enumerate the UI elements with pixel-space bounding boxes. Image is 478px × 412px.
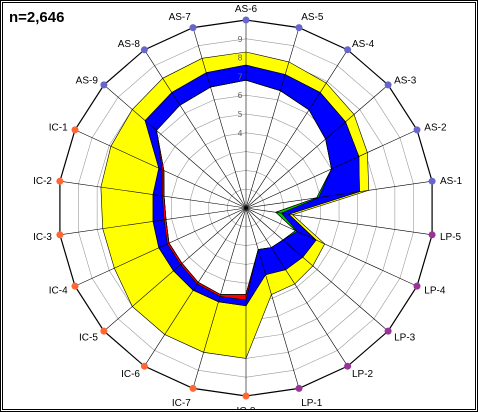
radar-spoke bbox=[192, 207, 247, 389]
axis-label-as-7: AS-7 bbox=[169, 12, 192, 23]
radar-bands bbox=[100, 51, 370, 359]
radar-spoke bbox=[245, 180, 433, 209]
radial-tick-label: 5 bbox=[237, 110, 242, 119]
radar-spoke bbox=[245, 84, 389, 209]
axis-label-ic-3: IC-3 bbox=[33, 232, 52, 243]
radar-chart: 4 5 6 7 8 9 AS-6 AS-5 AS-4 AS-3 AS-2 AS-1 LP-5 LP-4 L… bbox=[33, 4, 463, 409]
axis-marker-lp-1 bbox=[295, 384, 303, 392]
axis-labels: AS-6 AS-5 AS-4 AS-3 AS-2 AS-1 LP-5 LP-4 LP-3 LP-2… bbox=[33, 4, 463, 409]
axis-marker-lp-2 bbox=[344, 362, 352, 370]
radar-spoke bbox=[245, 207, 348, 367]
sample-size-label: n=2,646 bbox=[9, 9, 65, 26]
radar-spoke bbox=[144, 207, 247, 367]
axis-label-ic-4: IC-4 bbox=[49, 285, 68, 296]
radar-spoke bbox=[59, 180, 247, 209]
radar-band bbox=[100, 51, 370, 359]
radar-spoke bbox=[245, 27, 300, 209]
axis-label-lp-5: LP-5 bbox=[440, 232, 462, 243]
axis-marker-as-7 bbox=[189, 24, 197, 32]
axis-marker-ic-5 bbox=[100, 327, 108, 335]
axis-marker-ic-7 bbox=[189, 384, 197, 392]
axis-label-ic-6: IC-6 bbox=[121, 369, 140, 380]
axis-label-ic-5: IC-5 bbox=[79, 332, 98, 343]
axis-marker-as-8 bbox=[140, 46, 148, 54]
axis-marker-as-2 bbox=[413, 126, 421, 134]
radial-tick-labels: 4 5 6 7 8 9 bbox=[237, 35, 242, 138]
axis-label-ic-2: IC-2 bbox=[33, 176, 52, 187]
radar-spoke bbox=[245, 129, 418, 209]
axis-label-as-8: AS-8 bbox=[118, 39, 141, 50]
radial-tick-label: 9 bbox=[237, 35, 242, 44]
axis-label-lp-4: LP-4 bbox=[424, 285, 446, 296]
axis-markers bbox=[56, 16, 436, 400]
axis-marker-as-9 bbox=[100, 81, 108, 89]
radar-spoke bbox=[245, 207, 433, 236]
axis-marker-ic-4 bbox=[71, 282, 79, 290]
radar-spoke bbox=[74, 129, 247, 209]
axis-marker-as-5 bbox=[295, 24, 303, 32]
axis-label-lp-1: LP-1 bbox=[301, 398, 323, 409]
axis-marker-lp-4 bbox=[413, 282, 421, 290]
radar-spoke bbox=[144, 49, 247, 209]
radar-spokes bbox=[59, 20, 433, 396]
radar-spoke bbox=[74, 207, 247, 287]
axis-marker-as-1 bbox=[428, 177, 436, 185]
axis-label-as-4: AS-4 bbox=[352, 39, 375, 50]
axis-label-as-6: AS-6 bbox=[235, 4, 258, 15]
radar-spoke bbox=[245, 207, 300, 389]
radar-spoke bbox=[245, 207, 418, 287]
radial-tick-label: 7 bbox=[237, 72, 242, 81]
axis-label-as-5: AS-5 bbox=[301, 12, 324, 23]
radar-spoke bbox=[245, 207, 389, 332]
axis-label-as-1: AS-1 bbox=[440, 176, 463, 187]
axis-label-as-3: AS-3 bbox=[394, 76, 417, 87]
axis-marker-ic-1 bbox=[71, 126, 79, 134]
axis-marker-as-4 bbox=[344, 46, 352, 54]
radial-tick-label: 6 bbox=[237, 91, 242, 100]
axis-label-lp-3: LP-3 bbox=[394, 332, 416, 343]
axis-marker-lp-3 bbox=[384, 327, 392, 335]
radar-spoke bbox=[192, 27, 247, 209]
axis-marker-ic-8 bbox=[242, 392, 250, 400]
axis-label-ic-8: IC-8 bbox=[237, 406, 256, 409]
axis-marker-ic-6 bbox=[140, 362, 148, 370]
axis-label-ic-7: IC-7 bbox=[172, 398, 191, 409]
axis-label-as-9: AS-9 bbox=[76, 76, 99, 87]
axis-marker-lp-5 bbox=[428, 231, 436, 239]
axis-marker-as-3 bbox=[384, 81, 392, 89]
axis-marker-ic-2 bbox=[56, 177, 64, 185]
axis-marker-ic-3 bbox=[56, 231, 64, 239]
radar-spoke bbox=[245, 49, 348, 209]
radar-spoke bbox=[103, 84, 247, 209]
axis-label-lp-2: LP-2 bbox=[352, 369, 374, 380]
axis-label-ic-1: IC-1 bbox=[49, 123, 68, 134]
axis-label-as-2: AS-2 bbox=[424, 123, 447, 134]
radial-tick-label: 8 bbox=[237, 54, 242, 63]
radar-spoke bbox=[59, 207, 247, 236]
radar-spoke bbox=[103, 207, 247, 332]
radial-tick-label: 4 bbox=[237, 129, 242, 138]
axis-marker-as-6 bbox=[242, 16, 250, 24]
